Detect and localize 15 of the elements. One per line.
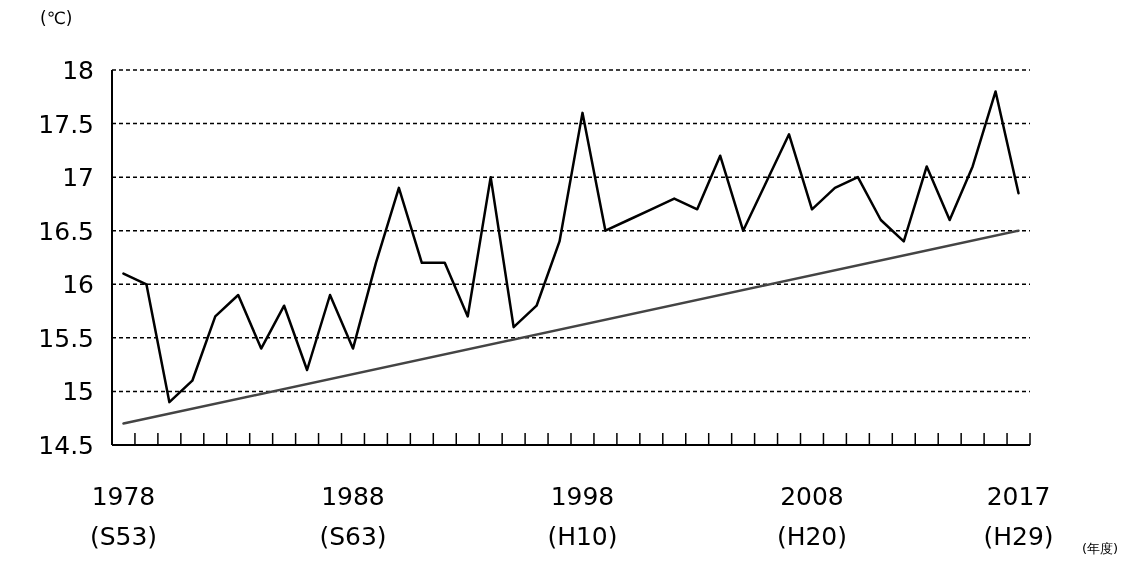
x-tick-label: 2008 (H20) (776, 482, 848, 551)
x-tick-label: 2017 (H29) (983, 482, 1054, 551)
y-tick-label: 16 (62, 270, 94, 300)
x-tick-label: 1988 (S63) (319, 482, 387, 551)
y-tick-label: 17 (62, 163, 94, 193)
y-tick-label: 17.5 (38, 109, 94, 139)
x-tick-label: 1978 (S53) (89, 482, 158, 551)
y-tick-label: 14.5 (38, 431, 94, 460)
y-axis-title: (℃) (40, 8, 73, 28)
y-tick-label: 16.5 (38, 216, 94, 246)
y-tick-label: 15.5 (38, 323, 94, 353)
x-axis-title: (年度) (1082, 541, 1119, 556)
y-tick-label: 15 (62, 377, 94, 407)
y-tick-label: 18 (62, 56, 94, 85)
x-tick-label: 1998 (H10) (547, 482, 618, 551)
